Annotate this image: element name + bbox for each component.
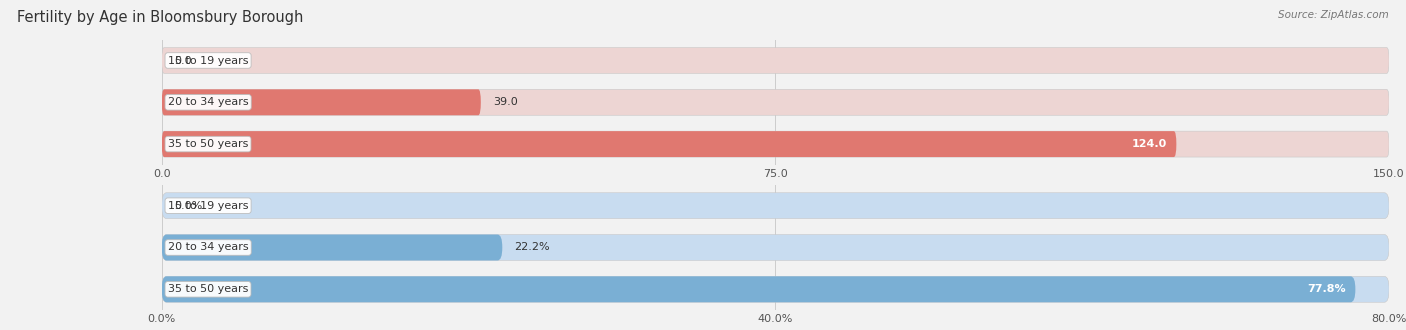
Text: 77.8%: 77.8% — [1308, 284, 1346, 294]
Text: 20 to 34 years: 20 to 34 years — [167, 243, 249, 252]
Text: 0.0: 0.0 — [174, 55, 191, 65]
Text: Fertility by Age in Bloomsbury Borough: Fertility by Age in Bloomsbury Borough — [17, 10, 304, 25]
FancyBboxPatch shape — [162, 89, 1389, 115]
Text: 0.0%: 0.0% — [174, 201, 202, 211]
FancyBboxPatch shape — [162, 131, 1177, 157]
Text: 35 to 50 years: 35 to 50 years — [167, 139, 249, 149]
Text: 39.0: 39.0 — [494, 97, 517, 107]
FancyBboxPatch shape — [162, 276, 1355, 302]
FancyBboxPatch shape — [162, 193, 1389, 219]
Text: 35 to 50 years: 35 to 50 years — [167, 284, 249, 294]
Text: 20 to 34 years: 20 to 34 years — [167, 97, 249, 107]
Text: 15 to 19 years: 15 to 19 years — [167, 201, 249, 211]
FancyBboxPatch shape — [162, 235, 1389, 260]
Text: 22.2%: 22.2% — [515, 243, 550, 252]
Text: 124.0: 124.0 — [1132, 139, 1167, 149]
FancyBboxPatch shape — [162, 89, 481, 115]
FancyBboxPatch shape — [162, 235, 502, 260]
Text: 15 to 19 years: 15 to 19 years — [167, 55, 249, 65]
FancyBboxPatch shape — [162, 131, 1389, 157]
FancyBboxPatch shape — [162, 276, 1389, 302]
Text: Source: ZipAtlas.com: Source: ZipAtlas.com — [1278, 10, 1389, 20]
FancyBboxPatch shape — [162, 48, 1389, 74]
